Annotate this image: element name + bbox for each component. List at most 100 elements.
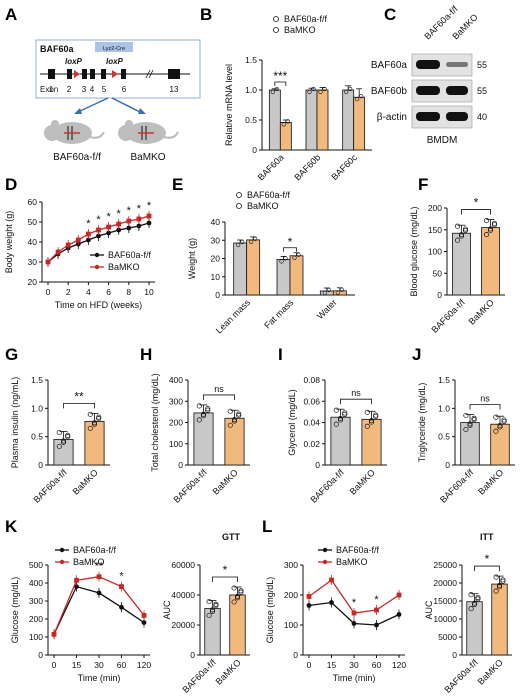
bar <box>452 232 471 296</box>
exon-4 <box>90 69 95 79</box>
significance-label: * <box>474 196 479 210</box>
x-tick-label: Water <box>315 297 339 321</box>
data-point <box>296 252 301 257</box>
data-point <box>86 231 91 237</box>
data-point <box>471 417 477 423</box>
mouse-icon-ko <box>118 120 179 144</box>
legend-entry: BAF60a-f/f <box>284 14 328 24</box>
y-tick-label: 300 <box>169 396 183 406</box>
data-point <box>87 425 93 431</box>
y-axis-label: Plasma insulin (ng/mL) <box>10 377 20 469</box>
exon-13 <box>168 69 180 79</box>
data-point <box>96 227 101 233</box>
y-tick-label: 1.5 <box>438 375 450 385</box>
data-point <box>56 443 62 450</box>
x-axis-label: Time (min) <box>333 673 376 683</box>
y-tick-label: 200 <box>29 614 43 624</box>
y-tick-label: 10000 <box>433 614 457 624</box>
mw-marker-1: 55 <box>477 60 487 70</box>
x-tick-label: BaMKO <box>476 657 505 686</box>
blot-row-label-3: β-actin <box>377 112 407 123</box>
exon-6 <box>121 69 126 79</box>
cre-box <box>95 42 133 52</box>
y-tick-label: 0 <box>452 650 457 660</box>
y-axis-label: Glycerol (mg/dL) <box>287 389 297 456</box>
data-point <box>463 412 469 419</box>
legend-entry: BaMKO <box>336 557 368 567</box>
x-tick-label: BAF60a <box>256 152 286 182</box>
data-point <box>279 259 284 264</box>
data-point <box>227 408 233 414</box>
panel-letter-l: L <box>262 517 272 536</box>
data-point <box>96 416 102 422</box>
band-actin-ctrl <box>416 112 440 121</box>
data-point <box>119 584 124 589</box>
y-tick-label: 15000 <box>433 596 457 606</box>
y-tick-label: 50 <box>28 217 38 227</box>
x-tick-label: BAF60a-f/f <box>442 657 480 695</box>
y-tick-label: 0.5 <box>438 432 450 442</box>
y-tick-label: 25000 <box>433 560 457 570</box>
y-tick-label: 20 <box>28 277 38 287</box>
x-tick-label: 60 <box>117 660 127 670</box>
legend-marker <box>94 264 100 270</box>
data-point <box>253 236 258 241</box>
band-baf60a-ko <box>446 62 468 67</box>
data-point <box>468 606 474 612</box>
data-point <box>311 86 316 92</box>
bar <box>276 259 291 296</box>
data-point <box>493 588 499 594</box>
data-point <box>454 223 461 229</box>
y-tick-label: 1.5 <box>31 375 43 385</box>
y-tick-label: 20000 <box>433 578 457 588</box>
panel-letter-f: F <box>418 175 428 194</box>
significance-label: ns <box>480 394 490 404</box>
data-point <box>106 224 111 230</box>
significance-bracket <box>340 398 372 405</box>
y-axis-label: Total cholesterol (mg/dL) <box>150 373 160 472</box>
x-tick-label: BaMKO <box>467 297 496 326</box>
data-point <box>497 423 503 429</box>
legend-entry: BaMKO <box>247 201 279 211</box>
bar <box>481 227 500 296</box>
data-point <box>106 230 111 236</box>
data-point <box>136 216 142 222</box>
significance-bracket <box>274 81 287 86</box>
significance-label: * <box>96 214 101 226</box>
y-tick-label: 100 <box>169 439 183 449</box>
bar <box>316 89 329 151</box>
data-point <box>351 621 357 626</box>
y-tick-label: 0 <box>178 460 183 470</box>
x-tick-label: 30 <box>349 660 359 670</box>
data-point <box>374 622 379 628</box>
y-tick-label: 0.04 <box>303 418 320 428</box>
data-point <box>45 259 51 265</box>
significance-label: ns <box>351 388 361 398</box>
svg-text:4: 4 <box>90 85 95 94</box>
y-axis-label: Glucose (mg/dL) <box>10 577 20 644</box>
exon-2 <box>67 69 72 79</box>
panel-letter-j: J <box>412 345 421 364</box>
data-point <box>368 419 375 425</box>
mouse-icon-ctrl <box>44 120 105 144</box>
data-point <box>463 426 469 433</box>
legend-entry: BAF60a-f/f <box>336 545 380 555</box>
significance-label: ** <box>95 561 104 573</box>
data-point <box>234 595 241 601</box>
x-tick-label: BAF60a-f/f <box>308 467 346 505</box>
data-point <box>213 601 219 607</box>
data-point <box>500 577 506 583</box>
data-point <box>500 578 506 584</box>
significance-label: * <box>117 208 122 220</box>
y-axis-label: Triglyceride (mg/dL) <box>417 383 427 463</box>
data-point <box>497 424 503 430</box>
bar <box>305 89 318 151</box>
data-point <box>454 237 461 243</box>
data-point <box>468 592 474 598</box>
data-point <box>307 89 312 95</box>
data-point <box>491 220 498 226</box>
y-axis-label: Relative mRNA level <box>224 64 234 146</box>
data-point <box>236 412 242 419</box>
x-tick-label: BAF60a-f/f <box>31 467 69 505</box>
x-tick-label: BAF60a-f/f <box>180 657 218 695</box>
